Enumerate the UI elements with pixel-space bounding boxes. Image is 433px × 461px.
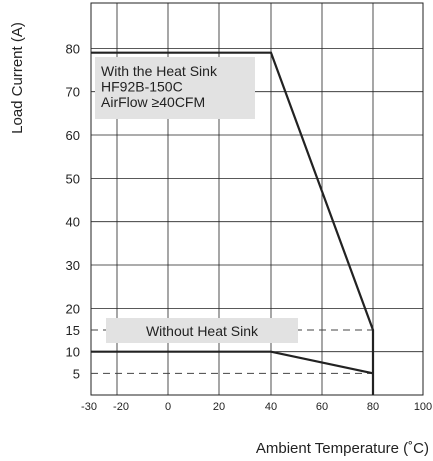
x-tick-label: 80 [367,401,379,413]
y-tick-label: 20 [66,301,80,316]
heat-sink-annotation-box [95,57,255,119]
x-tick-label: 20 [213,401,225,413]
without-heat-sink-line [91,350,374,375]
heat-sink-annotation-line: AirFlow ≥40CFM [101,94,205,110]
x-tick-label: 0 [165,401,171,413]
heat-sink-annotation-line: HF92B-150C [101,79,183,95]
x-tick-label: 40 [265,401,277,413]
y-tick-label: 80 [66,41,80,56]
no-heat-sink-annotation-label: Without Heat Sink [146,323,259,339]
y-tick-label: 40 [66,215,80,230]
y-tick-label: 10 [66,345,80,360]
y-tick-label: 70 [66,85,80,100]
series-lines [91,51,375,395]
reference-lines [91,329,373,374]
with-heat-sink-line [91,51,375,395]
x-tick-label: 100 [414,401,432,413]
y-tick-labels: 5 10 15 20 30 40 50 60 70 80 [66,41,80,381]
y-tick-label: 15 [66,323,80,338]
heat-sink-annotation-line: With the Heat Sink [101,63,218,79]
y-tick-label: 60 [66,128,80,143]
x-tick-label: -20 [113,401,129,413]
no-heat-sink-annotation-box [106,318,298,343]
y-tick-label: 5 [73,366,80,381]
y-tick-label: 50 [66,171,80,186]
x-tick-label: -30 [81,401,97,413]
x-tick-labels: -30 -20 0 20 40 60 80 100 [81,401,432,413]
y-axis-title: Load Current (A) [9,22,26,134]
no-heat-sink-annotation: Without Heat Sink [106,318,298,343]
x-tick-label: 60 [316,401,328,413]
x-axis-title: Ambient Temperature (˚C) [256,440,429,457]
y-tick-label: 30 [66,258,80,273]
